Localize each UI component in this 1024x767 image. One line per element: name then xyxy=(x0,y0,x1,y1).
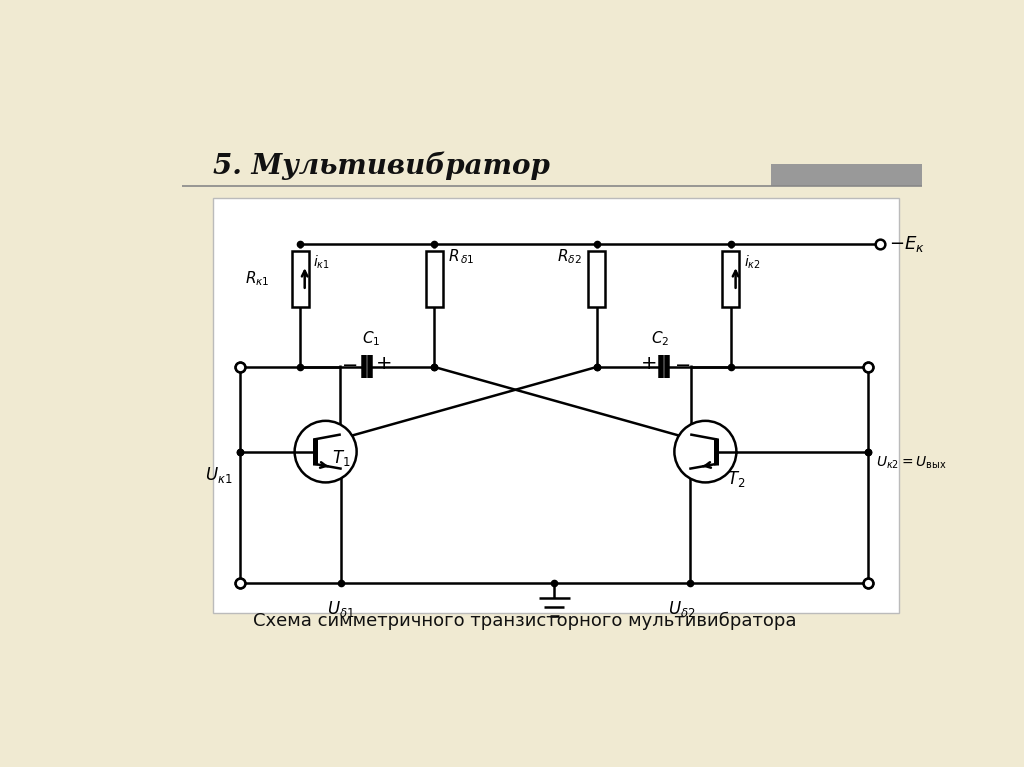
Text: $U_{\delta 2}$: $U_{\delta 2}$ xyxy=(669,600,696,620)
Text: $U_{\kappa 1}$: $U_{\kappa 1}$ xyxy=(205,465,232,485)
Text: $R_{\delta 2}$: $R_{\delta 2}$ xyxy=(557,248,583,266)
Text: $+$: $+$ xyxy=(375,354,391,374)
Text: $-E_\kappa$: $-E_\kappa$ xyxy=(889,234,925,254)
Bar xyxy=(589,252,605,307)
Text: 5. Мультивибратор: 5. Мультивибратор xyxy=(213,151,550,179)
Text: $R_{\kappa 1}$: $R_{\kappa 1}$ xyxy=(245,270,270,288)
Text: $T_1$: $T_1$ xyxy=(332,448,350,468)
Text: $+$: $+$ xyxy=(640,354,656,374)
Text: $U_{\delta 1}$: $U_{\delta 1}$ xyxy=(328,600,355,620)
Bar xyxy=(722,252,739,307)
Text: $i_{\kappa 1}$: $i_{\kappa 1}$ xyxy=(313,254,330,272)
Text: $-$: $-$ xyxy=(341,354,357,374)
Text: $T_2$: $T_2$ xyxy=(727,469,745,489)
Bar xyxy=(771,164,922,186)
Text: $-$: $-$ xyxy=(674,354,690,374)
Text: $U_{\kappa 2} = U_{\text{вых}}$: $U_{\kappa 2} = U_{\text{вых}}$ xyxy=(876,455,946,472)
Text: Схема симметричного транзисторного мультивибратора: Схема симметричного транзисторного мульт… xyxy=(253,612,797,630)
Text: $i_{\kappa 2}$: $i_{\kappa 2}$ xyxy=(744,254,761,272)
Circle shape xyxy=(295,421,356,482)
Bar xyxy=(292,252,308,307)
Text: $C_1$: $C_1$ xyxy=(361,329,380,347)
Text: $R_{\,\delta 1}$: $R_{\,\delta 1}$ xyxy=(449,248,475,266)
Text: $C_2$: $C_2$ xyxy=(651,329,670,347)
Bar xyxy=(426,252,442,307)
Circle shape xyxy=(675,421,736,482)
Bar xyxy=(213,198,899,614)
